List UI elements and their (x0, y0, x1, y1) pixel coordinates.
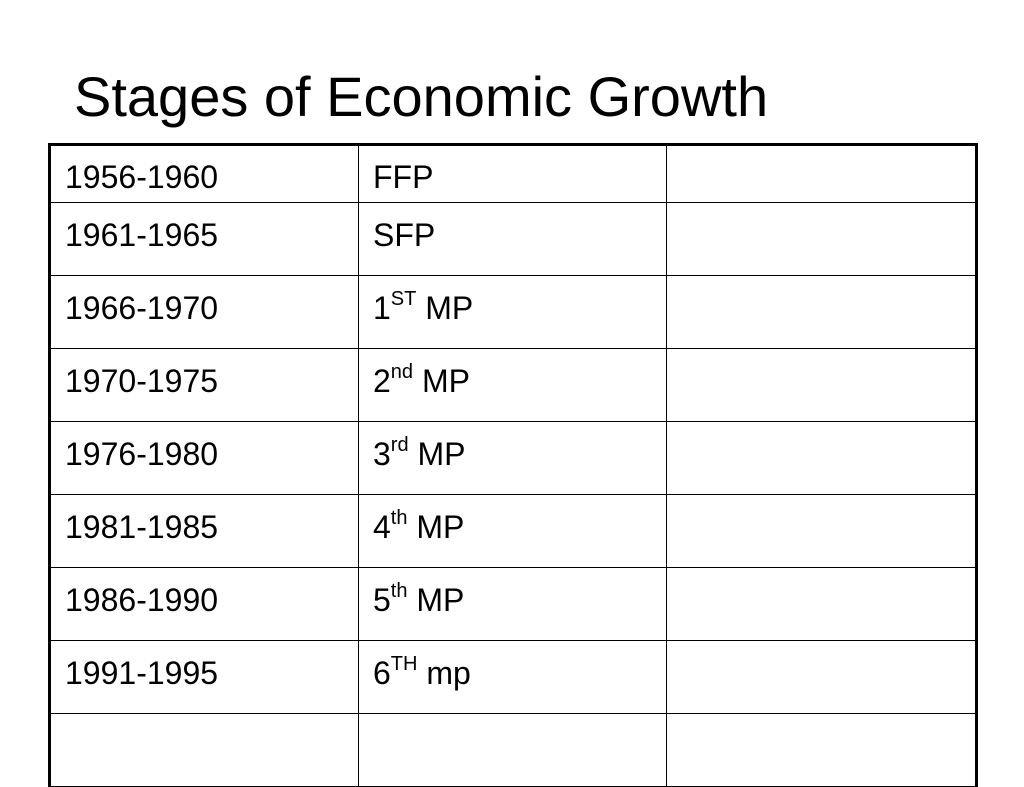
plan-suffix: MP (407, 582, 465, 618)
plan-cell: 6TH mp (358, 640, 667, 714)
table-row: 1981-1985 4th MP (48, 494, 978, 568)
plan-suffix: MP (416, 290, 474, 326)
plan-label: FFP (373, 159, 434, 195)
note-cell (666, 202, 978, 276)
plan-ordinal-suffix: nd (390, 361, 414, 384)
period-cell: 1961-1965 (48, 202, 359, 276)
plan-cell: 3rd MP (358, 421, 667, 495)
note-cell (666, 143, 978, 203)
plan-ordinal-suffix: ST (390, 288, 417, 311)
plan-suffix: MP (407, 509, 465, 545)
note-cell (666, 421, 978, 495)
period-cell: 1986-1990 (48, 567, 359, 641)
table-row: 1970-1975 2nd MP (48, 348, 978, 422)
plan-cell (358, 713, 667, 787)
plan-ordinal-suffix: rd (390, 434, 409, 457)
plan-cell: FFP (358, 143, 667, 203)
plan-label: SFP (373, 217, 436, 253)
period-cell: 1981-1985 (48, 494, 359, 568)
table-row: 1991-1995 6TH mp (48, 640, 978, 714)
table-row: 1966-1970 1ST MP (48, 275, 978, 349)
plan-label: 4 (373, 509, 391, 545)
note-cell (666, 275, 978, 349)
period-cell: 1970-1975 (48, 348, 359, 422)
note-cell (666, 713, 978, 787)
period-cell (48, 713, 359, 787)
plan-cell: 2nd MP (358, 348, 667, 422)
plan-ordinal-suffix: th (390, 507, 408, 530)
period-cell: 1991-1995 (48, 640, 359, 714)
plan-label: 5 (373, 582, 391, 618)
table-row: 1956-1960 FFP (48, 143, 978, 203)
period-cell: 1956-1960 (48, 143, 359, 203)
note-cell (666, 348, 978, 422)
table-row: 1986-1990 5th MP (48, 567, 978, 641)
note-cell (666, 494, 978, 568)
plan-cell: 1ST MP (358, 275, 667, 349)
stages-table: 1956-1960 FFP 1961-1965 SFP 1966-1970 1S… (48, 143, 978, 787)
plan-cell: SFP (358, 202, 667, 276)
table-row: 1961-1965 SFP (48, 202, 978, 276)
page-title: Stages of Economic Growth (74, 65, 769, 128)
table-row: 1976-1980 3rd MP (48, 421, 978, 495)
plan-label: 2 (373, 363, 391, 399)
plan-label: 1 (373, 290, 391, 326)
plan-cell: 4th MP (358, 494, 667, 568)
note-cell (666, 640, 978, 714)
period-cell: 1966-1970 (48, 275, 359, 349)
table-row (48, 713, 978, 787)
plan-ordinal-suffix: TH (390, 653, 418, 676)
plan-ordinal-suffix: th (390, 580, 408, 603)
plan-cell: 5th MP (358, 567, 667, 641)
note-cell (666, 567, 978, 641)
plan-label: 3 (373, 436, 391, 472)
plan-suffix: MP (408, 436, 466, 472)
plan-suffix: mp (417, 655, 471, 691)
plan-suffix: MP (413, 363, 470, 399)
period-cell: 1976-1980 (48, 421, 359, 495)
plan-label: 6 (373, 655, 391, 691)
